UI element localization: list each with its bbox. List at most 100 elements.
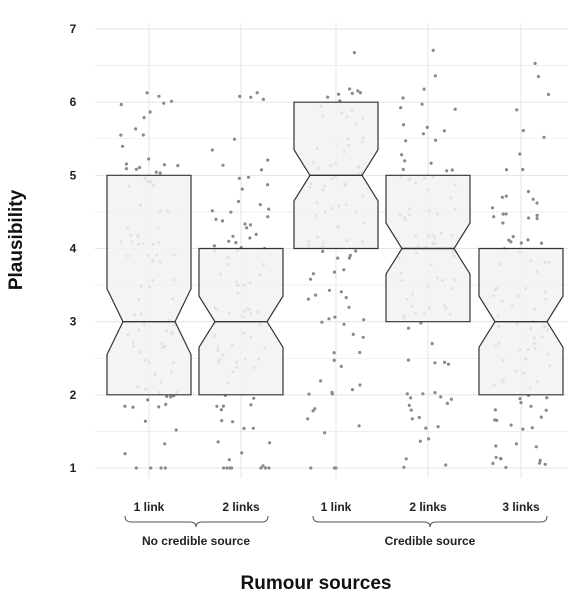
data-point xyxy=(526,189,531,194)
data-point xyxy=(401,96,405,100)
data-point xyxy=(254,232,258,236)
data-point xyxy=(319,379,323,383)
data-point xyxy=(491,461,495,465)
data-point xyxy=(500,195,504,199)
data-point xyxy=(327,317,331,321)
group-bracket xyxy=(312,515,548,528)
data-point xyxy=(234,241,238,245)
notched-box xyxy=(106,174,192,396)
data-point xyxy=(148,110,152,114)
data-point xyxy=(228,466,232,470)
data-point xyxy=(539,415,543,419)
data-point xyxy=(348,253,352,257)
data-point xyxy=(323,431,327,435)
data-point xyxy=(263,466,267,470)
data-point xyxy=(509,240,513,244)
data-point xyxy=(259,168,264,172)
data-point xyxy=(222,466,226,470)
data-point xyxy=(339,364,343,368)
data-point xyxy=(404,457,408,461)
data-point xyxy=(251,426,255,430)
data-point xyxy=(332,466,337,470)
data-point xyxy=(404,139,408,143)
data-point xyxy=(134,127,138,131)
data-point xyxy=(443,360,447,364)
data-point xyxy=(215,404,219,408)
data-point xyxy=(433,74,437,78)
y-tick-label: 1 xyxy=(70,461,77,475)
data-point xyxy=(518,397,522,401)
data-point xyxy=(245,226,249,230)
data-point xyxy=(351,332,355,336)
data-point xyxy=(145,91,149,95)
data-point xyxy=(445,169,449,173)
data-point xyxy=(237,176,241,180)
data-point xyxy=(401,167,405,171)
data-point xyxy=(306,417,310,421)
data-point xyxy=(220,419,224,423)
data-point xyxy=(406,358,410,362)
data-point xyxy=(165,394,169,398)
data-point xyxy=(342,322,346,326)
data-point xyxy=(358,91,362,95)
data-point xyxy=(246,175,251,179)
data-point xyxy=(134,167,138,171)
data-point xyxy=(252,396,256,400)
data-point xyxy=(176,164,180,168)
data-point xyxy=(410,417,414,421)
y-tick-label: 5 xyxy=(70,168,77,182)
data-point xyxy=(337,92,341,96)
data-point xyxy=(124,162,129,166)
data-point xyxy=(154,170,158,174)
category-labels: 1 link 2 links 1 link 2 links 3 links xyxy=(134,500,540,514)
data-point xyxy=(421,392,425,396)
data-point xyxy=(149,466,153,470)
data-point xyxy=(120,144,125,148)
data-point xyxy=(158,171,162,175)
data-point xyxy=(143,419,147,423)
data-point xyxy=(434,138,438,142)
data-point xyxy=(259,466,263,470)
data-point xyxy=(535,217,539,221)
x-category-label: 1 link xyxy=(321,500,352,514)
data-point xyxy=(240,451,244,455)
data-point xyxy=(449,397,453,401)
data-point xyxy=(164,402,168,406)
group-label: No credible source xyxy=(142,534,250,548)
data-point xyxy=(424,426,428,430)
data-point xyxy=(433,391,437,395)
data-point xyxy=(350,91,354,95)
data-point xyxy=(321,249,325,253)
data-point xyxy=(357,424,361,428)
x-axis-title: Rumour sources xyxy=(241,573,392,591)
data-point xyxy=(409,396,413,400)
data-point xyxy=(538,458,542,462)
y-tick-label: 7 xyxy=(70,22,77,36)
data-point xyxy=(362,318,366,322)
x-category-label: 3 links xyxy=(502,500,540,514)
data-point xyxy=(545,396,549,400)
x-category-label: 1 link xyxy=(134,500,165,514)
data-point xyxy=(400,153,404,157)
data-point xyxy=(261,464,265,468)
data-point xyxy=(501,212,505,216)
data-point xyxy=(425,125,429,129)
data-point xyxy=(240,187,244,191)
data-point xyxy=(162,101,166,105)
data-point xyxy=(157,405,161,409)
data-point xyxy=(431,48,435,53)
group-label: Credible source xyxy=(385,534,476,548)
data-point xyxy=(521,427,525,431)
data-point xyxy=(169,99,174,103)
data-point xyxy=(309,466,313,470)
data-point xyxy=(354,249,358,253)
data-point xyxy=(538,461,542,465)
y-tick-label: 6 xyxy=(70,95,77,109)
data-point xyxy=(138,165,142,170)
data-point xyxy=(519,401,523,405)
data-point xyxy=(511,235,515,239)
data-point xyxy=(361,335,365,339)
data-point xyxy=(267,207,271,211)
data-point xyxy=(330,390,334,394)
